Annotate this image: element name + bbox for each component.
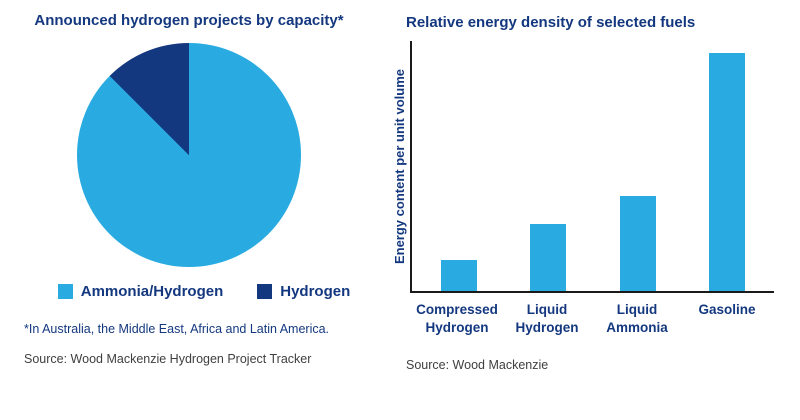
legend-label: Ammonia/Hydrogen bbox=[80, 283, 224, 300]
legend-item-hydrogen: Hydrogen bbox=[257, 283, 350, 300]
bar-liquid-hydrogen bbox=[530, 224, 567, 291]
x-axis-label-gasoline: Gasoline bbox=[698, 302, 756, 317]
bar-chart-area: Energy content per unit volume bbox=[388, 41, 774, 293]
bar-slot bbox=[595, 41, 681, 291]
x-axis-labels: Compressed Hydrogen Liquid Hydrogen Liquid… bbox=[410, 301, 774, 336]
x-axis-label-liquid-ammonia: Liquid Ammonia bbox=[606, 302, 668, 335]
x-axis-label-liquid-hydrogen: Liquid Hydrogen bbox=[515, 302, 579, 335]
legend-label: Hydrogen bbox=[280, 283, 351, 300]
bar-slot bbox=[416, 41, 502, 291]
bar-plot bbox=[410, 41, 774, 293]
bar-liquid-ammonia bbox=[619, 195, 656, 291]
pie-footnote: *In Australia, the Middle East, Africa a… bbox=[24, 322, 330, 336]
legend-swatch-hydrogen bbox=[257, 284, 273, 299]
bar-slot bbox=[505, 41, 591, 291]
legend-item-ammonia-hydrogen: Ammonia/Hydrogen bbox=[57, 283, 224, 300]
legend-swatch-ammonia-hydrogen bbox=[57, 284, 73, 299]
bar-compressed-hydrogen bbox=[440, 260, 477, 291]
bar-chart-title: Relative energy density of selected fuel… bbox=[406, 14, 696, 31]
x-axis-label-compressed-hydrogen: Compressed Hydrogen bbox=[416, 302, 498, 335]
bar-panel: Relative energy density of selected fuel… bbox=[384, 0, 800, 420]
y-axis-label: Energy content per unit volume bbox=[391, 69, 407, 265]
y-axis-label-column: Energy content per unit volume bbox=[388, 41, 410, 293]
bar-slot bbox=[684, 41, 770, 291]
pie-source: Source: Wood Mackenzie Hydrogen Project … bbox=[24, 352, 312, 366]
pie-chart-area bbox=[24, 43, 354, 267]
pie-panel: Announced hydrogen projects by capacity*… bbox=[0, 0, 384, 420]
pie-chart-title: Announced hydrogen projects by capacity* bbox=[34, 12, 344, 29]
pie-chart bbox=[77, 43, 301, 267]
bar-source: Source: Wood Mackenzie bbox=[406, 358, 549, 373]
bar-gasoline bbox=[709, 52, 746, 291]
pie-legend: Ammonia/Hydrogen Hydrogen bbox=[24, 283, 384, 300]
